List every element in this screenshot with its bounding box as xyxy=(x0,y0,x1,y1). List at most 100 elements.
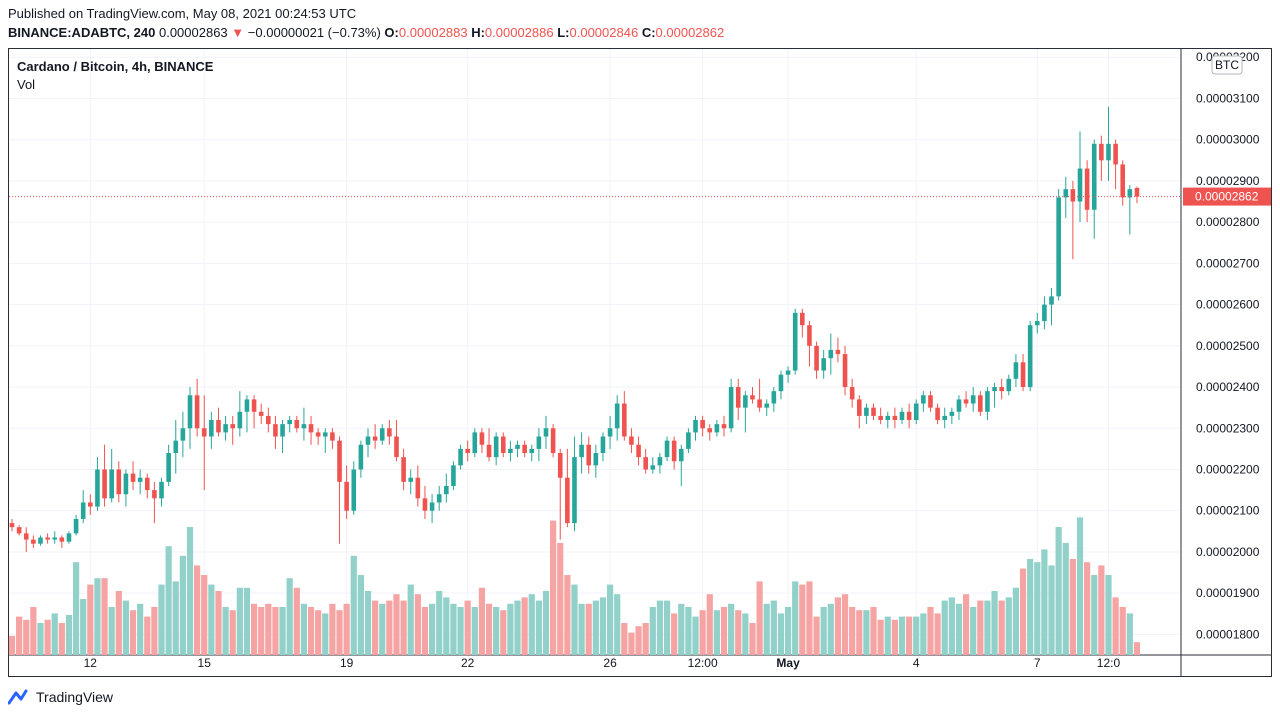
candle-body xyxy=(856,399,862,416)
candle-body xyxy=(557,453,563,478)
candle-body xyxy=(1034,321,1040,326)
currency-label: BTC xyxy=(1215,58,1239,72)
candle-body xyxy=(1134,187,1140,197)
candle-body xyxy=(771,391,777,404)
candle-body xyxy=(1120,164,1126,198)
candle-body xyxy=(1099,143,1104,161)
candle-body xyxy=(1127,189,1133,198)
candle-body xyxy=(209,420,214,437)
volume-bar xyxy=(806,581,813,655)
x-tick-label: 12:00 xyxy=(688,656,718,670)
volume-bar xyxy=(1034,562,1041,655)
candle-body xyxy=(871,407,876,416)
candle-body xyxy=(458,448,463,466)
volume-bar xyxy=(920,613,927,655)
volume-bar xyxy=(336,610,343,655)
volume-bar xyxy=(165,546,172,655)
volume-bar xyxy=(1005,597,1012,655)
candle-body xyxy=(180,428,186,441)
candle-body xyxy=(451,465,456,486)
candle-body xyxy=(921,395,926,404)
candle-body xyxy=(750,395,755,400)
candle-body xyxy=(330,432,335,441)
candle-body xyxy=(1063,189,1069,198)
candle-body xyxy=(814,345,819,371)
volume-bar xyxy=(436,591,443,655)
candle-body xyxy=(479,432,485,445)
volume-bar xyxy=(749,623,756,655)
volume-bar xyxy=(108,607,115,655)
volume-bar xyxy=(849,607,856,655)
volume-bar xyxy=(564,575,571,655)
candle-body xyxy=(664,440,670,458)
volume-bar xyxy=(820,607,827,655)
y-tick-label: 0.00002600 xyxy=(1196,298,1260,312)
volume-bar xyxy=(799,584,806,655)
y-tick-label: 0.00001900 xyxy=(1196,586,1260,600)
candle-body xyxy=(700,420,705,429)
candle-body xyxy=(985,391,990,412)
candle-body xyxy=(1020,362,1026,388)
y-tick-label: 0.00002900 xyxy=(1196,174,1260,188)
candle-body xyxy=(643,457,648,470)
volume-bar xyxy=(1091,575,1098,655)
candle-body xyxy=(237,411,243,429)
candle-body xyxy=(586,444,592,466)
volume-bar xyxy=(23,619,30,655)
candle-body xyxy=(1056,197,1061,297)
last-price: 0.00002863 xyxy=(158,25,228,40)
volume-bar xyxy=(457,607,464,655)
candle-body xyxy=(1091,143,1097,210)
volume-bar xyxy=(841,594,849,655)
candle-body xyxy=(294,420,300,429)
y-tick-label: 0.00002400 xyxy=(1196,380,1260,394)
volume-bar xyxy=(386,600,393,655)
volume-bar xyxy=(464,600,471,655)
candle-body xyxy=(992,387,997,392)
candle-body xyxy=(38,537,43,544)
tradingview-footer[interactable]: TradingView xyxy=(8,689,113,705)
candle-body xyxy=(636,444,641,458)
x-tick-label: 12:0 xyxy=(1097,656,1121,670)
candle-body xyxy=(187,395,193,429)
volume-bar xyxy=(742,613,749,655)
candle-body xyxy=(301,424,307,429)
candle-body xyxy=(1042,304,1047,322)
x-tick-label: 12 xyxy=(84,656,98,670)
volume-bar xyxy=(542,591,550,655)
candle-body xyxy=(543,428,549,437)
candle-body xyxy=(31,539,36,544)
volume-bar xyxy=(179,555,186,655)
last-price-label: 0.00002862 xyxy=(1195,190,1259,204)
candle-body xyxy=(629,436,634,445)
volume-bar xyxy=(307,607,315,655)
candle-body xyxy=(707,428,713,433)
volume-bar xyxy=(158,584,165,655)
candle-body xyxy=(372,436,378,441)
volume-bar xyxy=(699,610,706,655)
candle-body xyxy=(365,436,371,445)
volume-bar xyxy=(962,594,970,655)
candle-body xyxy=(757,399,762,408)
candle-body xyxy=(650,465,656,470)
candle-body xyxy=(130,473,136,482)
candle-body xyxy=(351,469,357,511)
candle-body xyxy=(194,395,200,429)
volume-bar xyxy=(656,600,664,655)
volume-bar xyxy=(8,635,16,655)
volume-bar xyxy=(414,594,421,655)
volume-bar xyxy=(80,599,87,655)
candle-body xyxy=(159,481,164,499)
volume-bar xyxy=(1105,575,1112,655)
volume-bar xyxy=(1112,597,1119,655)
last-price-badge xyxy=(1183,187,1271,206)
volume-bar xyxy=(906,616,913,655)
y-tick-label: 0.00002000 xyxy=(1196,545,1260,559)
candle-body xyxy=(906,411,912,421)
candle-body xyxy=(956,399,962,412)
candle-body xyxy=(1077,168,1083,202)
volume-bar xyxy=(1126,613,1133,655)
candle-body xyxy=(244,399,250,412)
x-tick-label: May xyxy=(776,656,800,670)
